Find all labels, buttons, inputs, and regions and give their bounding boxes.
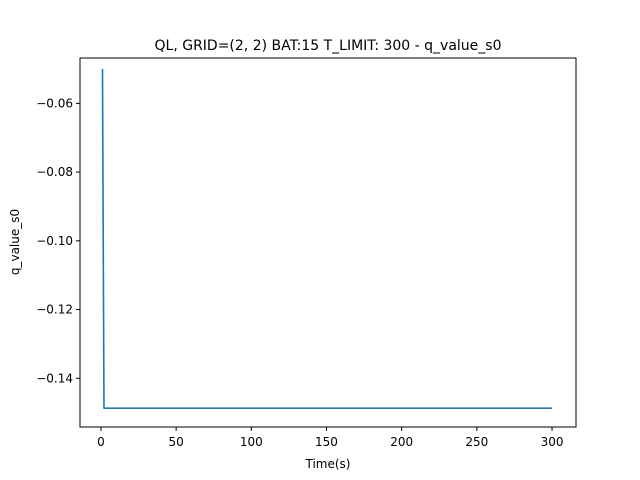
x-axis: 0 50 100 150 200 250 300 xyxy=(97,427,563,449)
x-tick-label: 200 xyxy=(390,435,413,449)
y-tick-label: −0.06 xyxy=(36,96,73,110)
y-tick-label: −0.08 xyxy=(36,165,73,179)
y-axis: −0.06 −0.08 −0.10 −0.12 −0.14 xyxy=(36,96,80,385)
x-tick-label: 250 xyxy=(465,435,488,449)
y-tick-label: −0.14 xyxy=(36,371,73,385)
x-tick-label: 50 xyxy=(169,435,184,449)
series-line xyxy=(101,68,553,409)
x-tick-label: 150 xyxy=(315,435,338,449)
x-tick-label: 300 xyxy=(541,435,564,449)
chart-title: QL, GRID=(2, 2) BAT:15 T_LIMIT: 300 - q_… xyxy=(155,38,502,54)
y-tick-label: −0.10 xyxy=(36,234,73,248)
y-tick-label: −0.12 xyxy=(36,303,73,317)
x-axis-label: Time(s) xyxy=(305,457,351,471)
y-axis-label: q_value_s0 xyxy=(8,209,22,275)
x-tick-label: 0 xyxy=(97,435,105,449)
x-tick-label: 100 xyxy=(240,435,263,449)
axes-frame xyxy=(79,57,577,428)
plot-area xyxy=(101,68,553,409)
